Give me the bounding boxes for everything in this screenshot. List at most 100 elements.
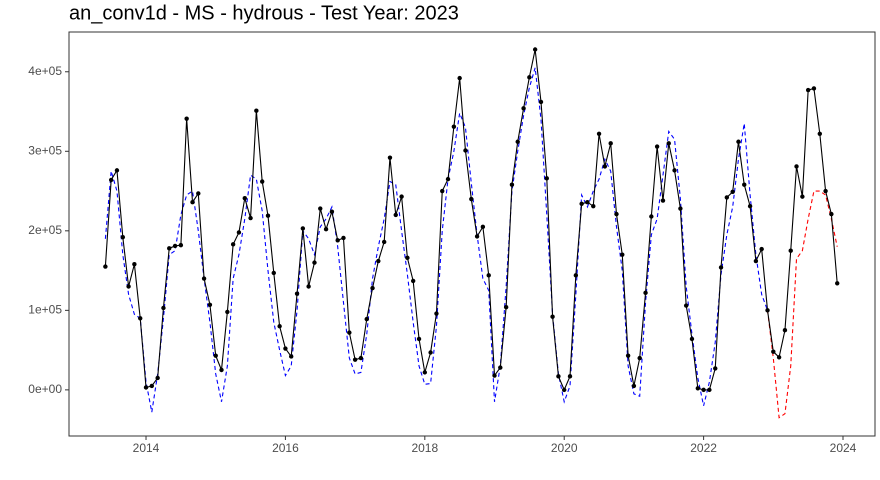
point <box>451 124 457 129</box>
point <box>143 385 149 390</box>
x-tick-label: 2014 <box>133 441 160 455</box>
point <box>567 374 573 379</box>
point <box>347 330 352 335</box>
point <box>474 234 480 239</box>
point <box>498 365 503 370</box>
chart-title: an_conv1d - MS - hydrous - Test Year: 20… <box>69 2 459 24</box>
point <box>835 281 840 286</box>
point <box>172 243 178 249</box>
point <box>265 213 271 218</box>
series-line <box>104 49 838 392</box>
point <box>248 215 253 221</box>
x-tick-label: 2020 <box>551 441 578 455</box>
point <box>132 262 137 267</box>
point <box>550 314 555 319</box>
point <box>672 168 677 173</box>
point <box>608 141 613 146</box>
point <box>573 273 579 278</box>
point <box>713 366 718 371</box>
point <box>114 168 120 173</box>
point <box>294 291 300 296</box>
point <box>283 346 288 351</box>
point <box>620 252 625 257</box>
point <box>759 246 764 252</box>
point <box>138 316 143 321</box>
point <box>654 144 660 149</box>
point <box>271 270 276 276</box>
y-tick-label: 2e+05 <box>28 223 62 237</box>
point <box>242 196 247 201</box>
point <box>387 155 393 160</box>
point <box>306 284 311 289</box>
point <box>596 131 602 136</box>
point <box>788 248 793 253</box>
point <box>161 305 166 311</box>
point <box>207 302 213 307</box>
point <box>527 75 532 80</box>
point <box>428 350 433 355</box>
point <box>254 108 259 113</box>
point <box>724 195 730 200</box>
point <box>742 182 747 187</box>
point <box>289 354 294 359</box>
point <box>823 188 828 194</box>
point <box>631 383 637 389</box>
point <box>718 265 724 270</box>
point <box>805 87 811 93</box>
x-tick-label: 2018 <box>411 441 438 455</box>
point <box>643 290 648 296</box>
point <box>521 106 526 111</box>
point <box>230 242 236 247</box>
point <box>260 179 265 184</box>
point <box>236 230 242 235</box>
point <box>747 203 753 209</box>
point <box>335 238 340 243</box>
point <box>625 353 631 358</box>
point <box>155 375 160 381</box>
point <box>463 148 468 153</box>
point <box>817 131 822 136</box>
point <box>480 224 486 230</box>
point <box>178 242 184 248</box>
point <box>811 86 817 91</box>
x-tick-label: 2016 <box>272 441 299 455</box>
point <box>660 198 666 203</box>
point <box>782 328 788 333</box>
point <box>678 206 683 211</box>
x-tick-label: 2022 <box>690 441 717 455</box>
point <box>532 47 538 52</box>
point <box>666 141 671 146</box>
point <box>434 311 439 316</box>
panel-border <box>68 31 876 437</box>
point <box>381 239 387 245</box>
point <box>486 273 491 278</box>
point <box>469 196 474 202</box>
y-tick-label: 0e+00 <box>28 382 62 396</box>
point <box>352 357 358 362</box>
point <box>376 258 381 264</box>
point <box>776 355 782 360</box>
point <box>225 309 230 315</box>
point <box>364 316 369 322</box>
point <box>689 336 695 342</box>
point <box>329 209 335 214</box>
y-tick-label: 4e+05 <box>28 64 62 78</box>
point <box>399 194 404 199</box>
point <box>393 212 398 218</box>
point <box>829 211 834 217</box>
point <box>637 355 642 361</box>
point <box>358 355 364 361</box>
point <box>730 189 735 195</box>
point <box>416 336 422 342</box>
point <box>701 387 706 393</box>
point <box>562 387 567 393</box>
point <box>707 387 712 393</box>
point <box>544 176 549 181</box>
point <box>323 227 329 232</box>
point <box>538 99 544 105</box>
point <box>370 285 375 291</box>
y-tick-label: 3e+05 <box>28 143 62 157</box>
point <box>410 278 416 284</box>
point <box>341 235 346 241</box>
point <box>509 182 515 187</box>
